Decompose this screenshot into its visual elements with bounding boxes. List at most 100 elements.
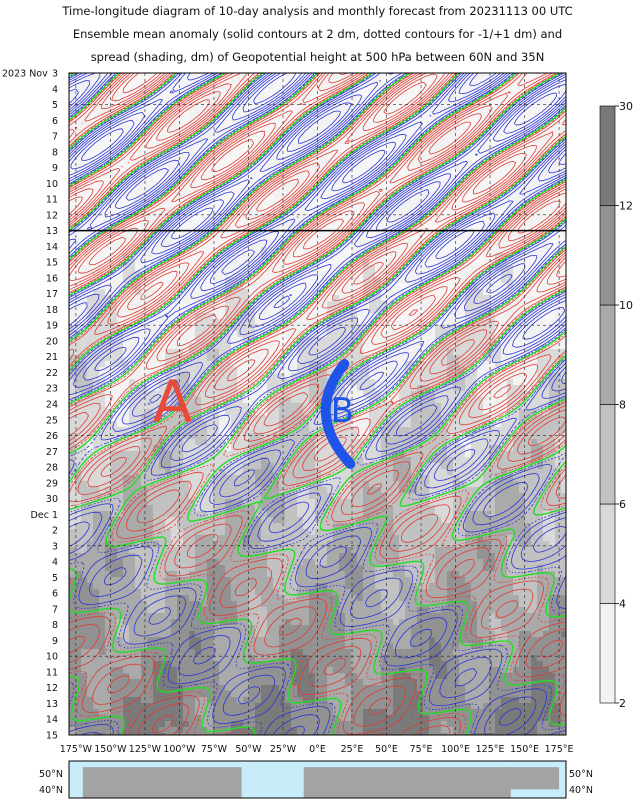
spread-cell (465, 85, 472, 92)
spread-cell (393, 259, 400, 266)
spread-cell (99, 469, 106, 476)
spread-cell (555, 175, 562, 182)
spread-cell (375, 283, 382, 290)
spread-cell (165, 529, 172, 536)
spread-cell (201, 103, 208, 110)
spread-cell (525, 229, 532, 236)
spread-cell (273, 253, 280, 260)
spread-cell (525, 187, 532, 194)
spread-cell (435, 529, 442, 536)
spread-cell (411, 193, 418, 200)
spread-cell (387, 259, 394, 266)
spread-cell (381, 205, 388, 212)
spread-cell (405, 139, 412, 146)
spread-cell (333, 103, 340, 110)
spread-cell (219, 529, 226, 536)
spread-cell (561, 157, 566, 164)
spread-cell (69, 127, 76, 134)
spread-cell (339, 277, 346, 284)
spread-cell (375, 295, 382, 302)
spread-cell (309, 427, 316, 434)
spread-cell (189, 109, 196, 116)
spread-cell (297, 319, 304, 326)
spread-cell (315, 565, 322, 572)
spread-cell (117, 313, 124, 320)
spread-cell (531, 187, 538, 194)
spread-cell (99, 103, 106, 110)
spread-cell (405, 205, 412, 212)
spread-cell (129, 289, 136, 296)
spread-cell (87, 265, 94, 272)
spread-cell (351, 97, 358, 104)
spread-cell (135, 199, 142, 206)
spread-cell (231, 91, 238, 98)
spread-cell (231, 301, 238, 308)
spread-cell (363, 529, 370, 536)
spread-cell (525, 307, 532, 314)
spread-cell (423, 145, 430, 152)
spread-cell (417, 193, 424, 200)
spread-cell (243, 73, 250, 80)
spread-cell (267, 271, 274, 278)
spread-cell (471, 553, 478, 560)
spread-cell (75, 127, 82, 134)
spread-cell (333, 481, 340, 488)
spread-cell (297, 541, 304, 548)
spread-cell (285, 547, 292, 554)
spread-cell (339, 127, 346, 134)
spread-cell (309, 163, 316, 170)
spread-cell (531, 181, 538, 188)
spread-cell (429, 445, 436, 452)
spread-cell (387, 295, 394, 302)
spread-cell (531, 361, 538, 368)
spread-cell (423, 163, 430, 170)
spread-cell (303, 139, 310, 146)
spread-cell (555, 541, 562, 548)
spread-cell (141, 265, 148, 272)
spread-cell (363, 535, 370, 542)
spread-cell (513, 559, 520, 566)
spread-cell (375, 307, 382, 314)
spread-cell (117, 451, 124, 458)
spread-cell (495, 499, 502, 506)
spread-cell (99, 415, 106, 422)
spread-cell (99, 97, 106, 104)
spread-cell (255, 253, 262, 260)
spread-cell (531, 193, 538, 200)
spread-cell (93, 85, 100, 92)
spread-cell (477, 301, 484, 308)
spread-cell (159, 523, 166, 530)
spread-cell (327, 301, 334, 308)
spread-cell (81, 145, 88, 152)
spread-cell (219, 373, 226, 380)
spread-cell (105, 103, 112, 110)
spread-cell (189, 181, 196, 188)
spread-cell (255, 475, 262, 482)
spread-cell (519, 169, 526, 176)
spread-cell (273, 241, 280, 248)
spread-cell (375, 337, 382, 344)
spread-cell (93, 301, 100, 308)
spread-cell (525, 547, 532, 554)
spread-cell (531, 469, 538, 476)
spread-cell (177, 559, 184, 566)
spread-cell (183, 445, 190, 452)
spread-cell (243, 85, 250, 92)
spread-cell (453, 271, 460, 278)
spread-cell (261, 277, 268, 284)
spread-cell (147, 175, 154, 182)
spread-cell (189, 85, 196, 92)
spread-cell (129, 517, 136, 524)
spread-cell (429, 139, 436, 146)
spread-cell (171, 343, 178, 350)
spread-cell (525, 367, 532, 374)
spread-cell (111, 463, 118, 470)
spread-cell (417, 409, 424, 416)
spread-cell (165, 193, 172, 200)
spread-cell (237, 97, 244, 104)
spread-cell (339, 73, 346, 80)
spread-cell (93, 271, 100, 278)
spread-cell (177, 439, 184, 446)
spread-cell (81, 115, 88, 122)
